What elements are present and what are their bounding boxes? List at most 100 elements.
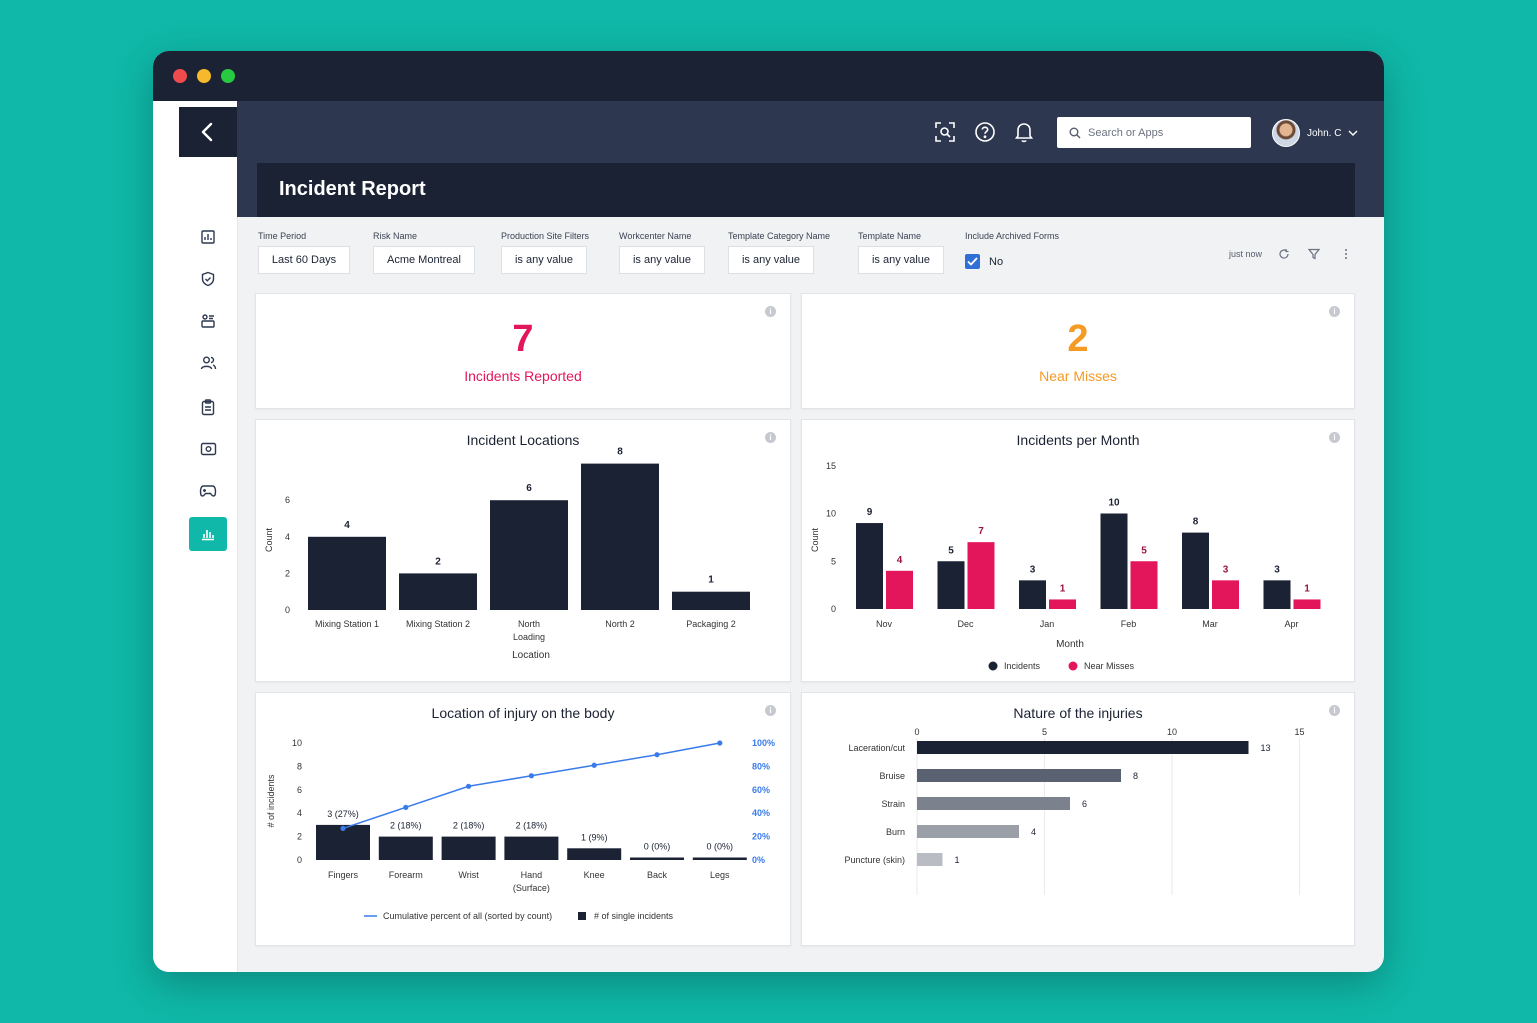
chevron-down-icon: [1348, 130, 1358, 136]
y-tick-label: 0: [831, 604, 836, 614]
notifications-button[interactable]: [1011, 119, 1037, 145]
data-label: 10: [1108, 498, 1120, 509]
maximize-window-button[interactable]: [221, 69, 235, 83]
filter-value-button[interactable]: is any value: [728, 246, 814, 274]
info-icon[interactable]: i: [765, 705, 776, 716]
bar: [917, 741, 1249, 754]
y-tick-label: Bruise: [879, 771, 905, 781]
legend-marker: [578, 912, 586, 920]
sidebar-item-dashboard[interactable]: [189, 220, 227, 254]
bar: [378, 836, 433, 860]
refresh-icon[interactable]: [1278, 248, 1290, 260]
filter-value-button[interactable]: is any value: [858, 246, 944, 274]
data-label: 3 (27%): [327, 809, 359, 819]
filter-label: Production Site Filters: [501, 231, 590, 241]
sidebar-item-checklists[interactable]: [189, 390, 227, 424]
chart-card-nature-of-injuries: i Nature of the injuries 0 5 10 15 Laceratio…: [801, 692, 1355, 946]
filter-label: Template Category Name: [728, 231, 831, 241]
filter-value-button[interactable]: Acme Montreal: [373, 246, 475, 274]
x-tick-label: 0: [914, 727, 919, 737]
x-tick-label: Knee: [584, 870, 605, 880]
app-window: John. C Incident Report Time Period Last…: [153, 51, 1384, 972]
bar: [1212, 580, 1239, 609]
filter-template-name: Template Name is any value: [858, 231, 944, 274]
data-label: 3: [1274, 564, 1280, 575]
line-point: [528, 773, 534, 779]
sidebar-item-settings[interactable]: [189, 969, 227, 972]
bar: [917, 797, 1070, 810]
data-label: 1: [955, 855, 960, 865]
checkmark-icon: [967, 257, 978, 266]
gamepad-icon: [199, 485, 217, 497]
x-tick-label: Jan: [1040, 619, 1055, 629]
person-board-icon: [201, 314, 215, 328]
legend-marker: [988, 661, 998, 671]
bar: [937, 561, 965, 609]
sidebar-item-media[interactable]: [189, 432, 227, 466]
info-icon[interactable]: i: [1329, 306, 1340, 317]
filter-value-button[interactable]: is any value: [501, 246, 587, 274]
x-axis-label: Month: [1056, 639, 1084, 650]
back-button[interactable]: [179, 107, 237, 157]
y-tick-label: Puncture (skin): [844, 855, 905, 865]
scan-button[interactable]: [932, 119, 958, 145]
info-icon[interactable]: i: [1329, 432, 1340, 443]
data-label: 8: [1193, 517, 1199, 528]
nature-of-injuries-chart: 0 5 10 15 Laceration/cut 13 Bruise 8 Strain 6 Burn…: [844, 727, 1305, 895]
line-point: [717, 740, 723, 746]
info-icon[interactable]: i: [765, 306, 776, 317]
search-box[interactable]: [1057, 117, 1251, 148]
data-label: 2 (18%): [453, 821, 485, 831]
y2-tick-label: 100%: [752, 738, 775, 748]
filter-value-button[interactable]: is any value: [619, 246, 705, 274]
kpi-value: 7: [512, 318, 534, 360]
bar: [504, 836, 559, 860]
archived-toggle[interactable]: No: [965, 254, 1059, 269]
data-label: 4: [344, 520, 350, 531]
y-tick-label: 4: [297, 808, 302, 818]
y-tick-label: 15: [826, 461, 836, 471]
kpi-value: 2: [1067, 318, 1089, 360]
help-button[interactable]: [972, 119, 998, 145]
sidebar-item-training[interactable]: [189, 304, 227, 338]
dashboard-tools: just now: [1229, 248, 1348, 260]
filter-label: Workcenter Name: [619, 231, 692, 241]
line-point: [654, 752, 660, 758]
info-icon[interactable]: i: [765, 432, 776, 443]
close-window-button[interactable]: [173, 69, 187, 83]
bar: [886, 570, 913, 609]
y-tick-label: 6: [285, 495, 290, 505]
y2-tick-label: 60%: [752, 785, 770, 795]
sidebar-item-devices[interactable]: [189, 474, 227, 508]
x-tick-label: Hand: [521, 870, 543, 880]
sidebar-item-people[interactable]: [189, 346, 227, 380]
search-input[interactable]: [1088, 126, 1238, 139]
filter-value-button[interactable]: Last 60 Days: [258, 246, 350, 274]
legend-label: Incidents: [1004, 661, 1041, 671]
x-tick-label: Feb: [1121, 619, 1137, 629]
more-vertical-icon[interactable]: [1344, 248, 1348, 260]
archived-checkbox[interactable]: [965, 254, 980, 269]
minimize-window-button[interactable]: [197, 69, 211, 83]
data-label: 5: [948, 545, 954, 556]
line-point: [466, 783, 472, 789]
incidents-per-month-chart: 0 5 10 15 Count 9 4 Nov 5 7 Dec 3 1 Jan 10 5 Feb 8 3 Mar 3 1 A…: [810, 461, 1321, 671]
bar: [672, 591, 750, 610]
bar: [1293, 599, 1321, 609]
search-icon: [1069, 127, 1081, 138]
bar: [441, 836, 496, 860]
data-label: 4: [897, 555, 903, 566]
sidebar-item-analytics[interactable]: [189, 517, 227, 551]
filter-production-site: Production Site Filters is any value: [501, 231, 589, 274]
legend-label: Near Misses: [1084, 661, 1135, 671]
report-icon: [201, 230, 215, 244]
user-menu[interactable]: John. C: [1272, 119, 1358, 147]
filter-icon[interactable]: [1308, 248, 1321, 260]
info-icon[interactable]: i: [1329, 705, 1340, 716]
y-axis-label: # of incidents: [266, 774, 276, 828]
bar: [490, 500, 568, 610]
sidebar-item-safety[interactable]: [189, 262, 227, 296]
filter-time-period: Time Period Last 60 Days: [258, 231, 350, 274]
last-updated: just now: [1229, 249, 1263, 259]
x-tick-label: Apr: [1284, 619, 1298, 629]
